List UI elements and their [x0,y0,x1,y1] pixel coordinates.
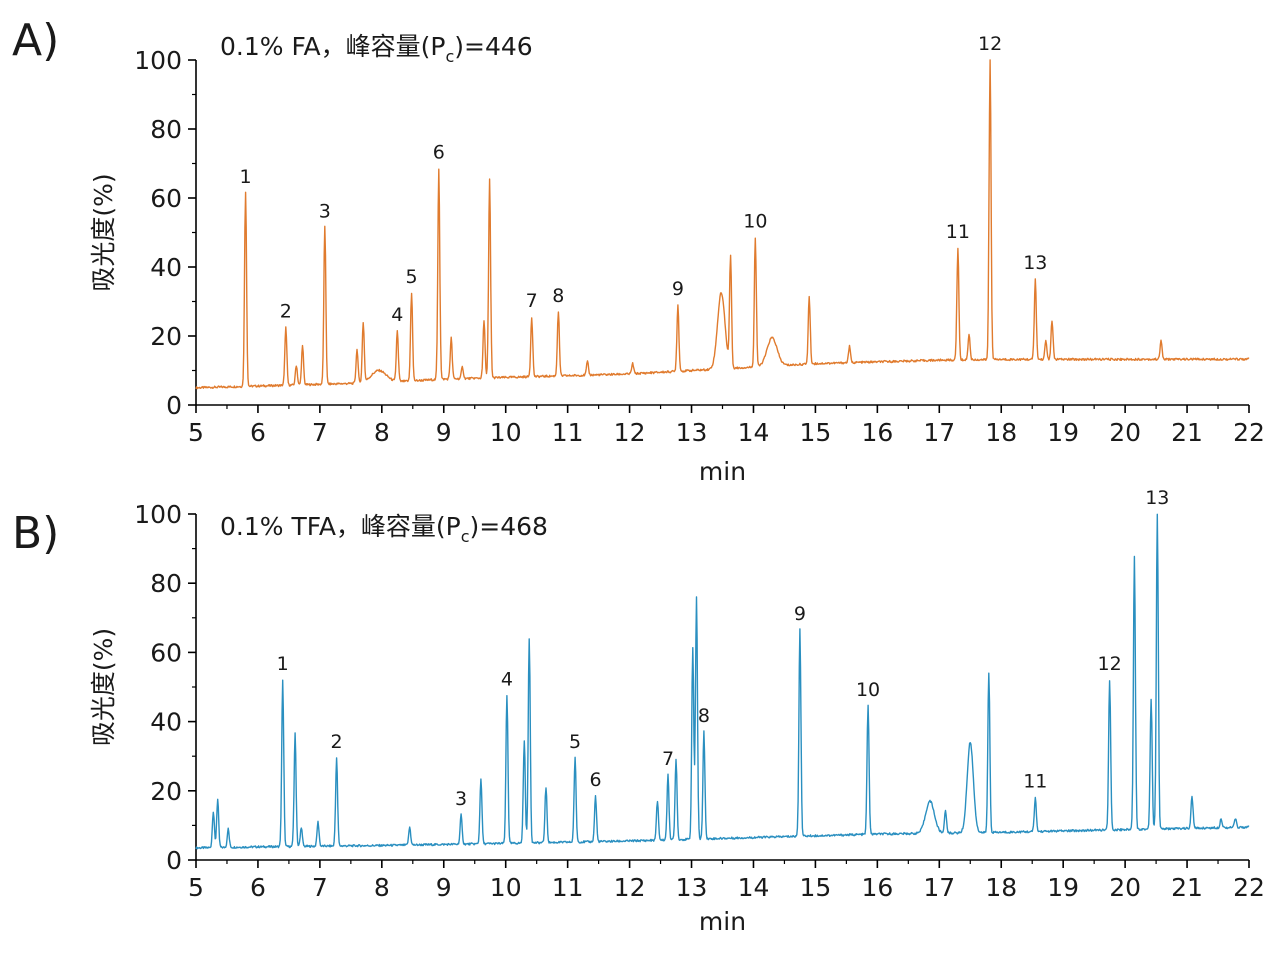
panel-label: A) [12,15,59,66]
peak-label: 6 [433,142,445,164]
x-tick-label: 11 [552,418,584,447]
peak-label: 4 [501,669,513,691]
x-tick-label: 5 [188,418,204,447]
peak-label: 5 [406,266,418,288]
peak-label: 8 [698,705,710,727]
peak-label: 12 [978,33,1002,55]
y-tick-label: 80 [150,115,182,144]
y-tick-label: 40 [150,708,182,737]
chromatogram-trace [195,59,1250,390]
x-tick-label: 10 [490,873,522,902]
x-tick-label: 10 [490,418,522,447]
peak-label: 3 [455,788,467,810]
x-tick-label: 5 [188,873,204,902]
y-tick-label: 60 [150,184,182,213]
x-tick-label: 13 [676,418,708,447]
x-tick-label: 8 [374,873,390,902]
x-tick-label: 15 [800,873,832,902]
x-tick-label: 8 [374,418,390,447]
x-tick-label: 21 [1171,418,1203,447]
x-axis-title: min [699,907,746,936]
chart-annotation: 0.1% FA，峰容量(Pc)=446 [220,32,533,66]
peak-label: 10 [856,679,880,701]
y-tick-label: 60 [150,638,182,667]
peak-label: 1 [277,653,289,675]
x-tick-label: 12 [614,873,646,902]
x-tick-label: 9 [436,873,452,902]
chromatogram-trace [195,513,1250,850]
peak-label: 5 [569,731,581,753]
peak-label: 2 [280,300,292,322]
y-tick-label: 0 [166,391,182,420]
y-tick-label: 0 [166,846,182,875]
x-tick-label: 11 [552,873,584,902]
x-tick-label: 17 [923,873,955,902]
chart-annotation: 0.1% TFA，峰容量(Pc)=468 [220,512,548,546]
peak-label: 7 [662,748,674,770]
panel-label: B) [12,508,59,559]
y-tick-label: 20 [150,322,182,351]
x-tick-label: 16 [861,873,893,902]
x-tick-label: 18 [985,873,1017,902]
peak-label: 2 [331,731,343,753]
y-tick-label: 100 [134,46,182,75]
peak-label: 9 [672,278,684,300]
x-tick-label: 19 [1047,873,1079,902]
y-tick-label: 20 [150,777,182,806]
x-tick-label: 20 [1109,873,1141,902]
peak-label: 13 [1023,252,1047,274]
x-tick-label: 16 [861,418,893,447]
x-tick-label: 7 [312,873,328,902]
x-tick-label: 6 [250,418,266,447]
x-tick-label: 18 [985,418,1017,447]
x-tick-label: 20 [1109,418,1141,447]
x-tick-label: 21 [1171,873,1203,902]
peak-label: 3 [319,200,331,222]
peak-label: 10 [743,211,767,233]
x-tick-label: 9 [436,418,452,447]
peak-label: 9 [794,603,806,625]
y-axis-title: 吸光度(%) [89,173,118,291]
peak-label: 11 [946,221,970,243]
x-tick-label: 14 [738,418,770,447]
peak-label: 13 [1145,487,1169,509]
y-tick-label: 80 [150,569,182,598]
peak-label: 1 [240,166,252,188]
peak-label: 11 [1023,771,1047,793]
peak-label: 6 [589,769,601,791]
x-axis-title: min [699,457,746,486]
x-tick-label: 7 [312,418,328,447]
x-tick-label: 14 [738,873,770,902]
peak-label: 4 [391,304,403,326]
x-tick-label: 6 [250,873,266,902]
x-tick-label: 22 [1233,418,1265,447]
y-axis-title: 吸光度(%) [89,628,118,746]
x-tick-label: 22 [1233,873,1265,902]
y-tick-label: 100 [134,500,182,529]
peak-label: 7 [526,290,538,312]
x-tick-label: 15 [800,418,832,447]
peak-label: 12 [1098,653,1122,675]
x-tick-label: 17 [923,418,955,447]
x-tick-label: 12 [614,418,646,447]
x-tick-label: 13 [676,873,708,902]
x-tick-label: 19 [1047,418,1079,447]
peak-label: 8 [552,285,564,307]
y-tick-label: 40 [150,253,182,282]
